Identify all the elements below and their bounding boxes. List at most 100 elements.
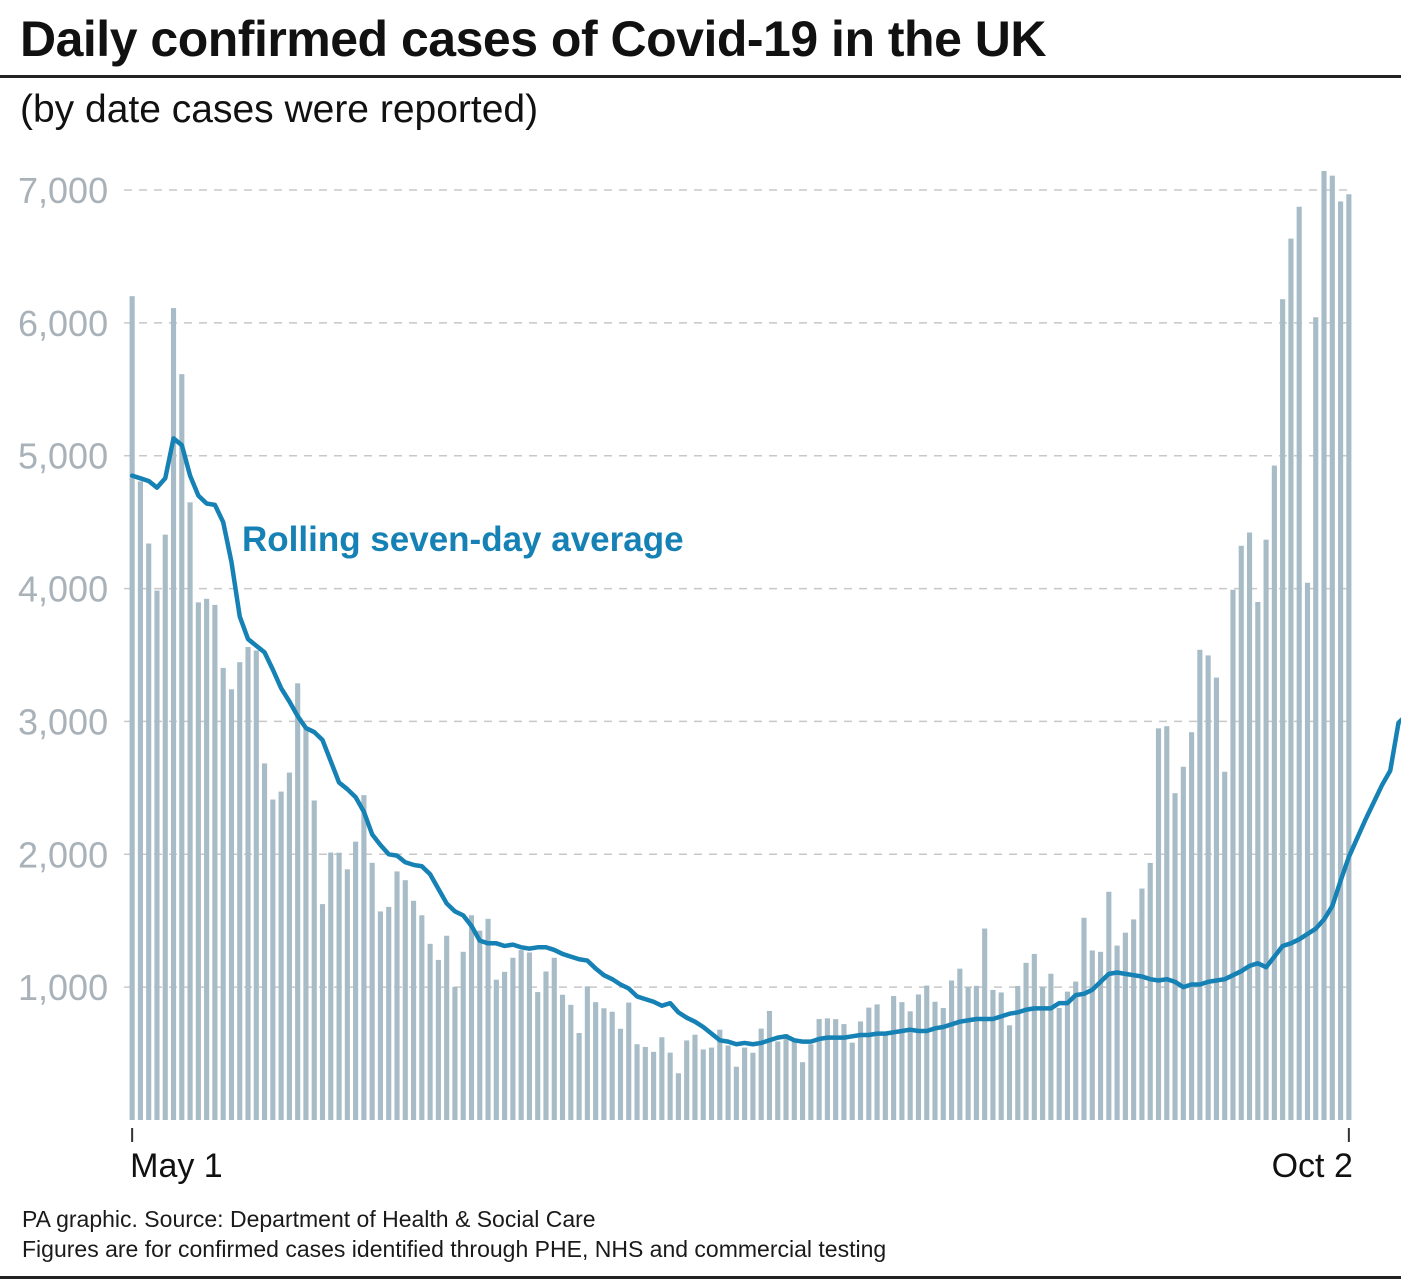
bar [766,1010,773,1120]
bar [708,1047,715,1120]
y-tick-label: 3,000 [18,701,108,742]
bar [940,1008,946,1120]
footer-divider [0,1276,1401,1279]
bar [452,986,458,1120]
bar [1197,649,1203,1120]
bar [444,935,450,1120]
bar [1122,932,1128,1120]
bar [1189,732,1195,1120]
bar [957,968,963,1120]
bar [990,989,996,1120]
bar [493,979,499,1120]
bar [526,952,532,1120]
bar [808,1044,814,1120]
bar [551,957,557,1120]
bar [824,1018,830,1120]
bar [642,1046,648,1120]
bar [866,1007,872,1120]
bar [1097,951,1104,1120]
bar [328,852,334,1120]
bar [1139,888,1145,1120]
bar [270,799,276,1120]
bar [303,726,309,1120]
bar [626,1002,632,1120]
chart-subtitle: (by date cases were reported) [20,88,539,131]
bar [899,1002,905,1120]
footer-note: Figures are for confirmed cases identifi… [22,1236,887,1262]
bar [1015,985,1021,1120]
bar [700,1049,706,1120]
bar [402,880,408,1120]
bar [386,906,392,1120]
bar [559,994,566,1120]
bar [220,667,226,1120]
bar [179,374,185,1120]
bar [1222,771,1228,1120]
bar [1205,655,1211,1120]
bar [584,986,590,1120]
bar [783,1034,789,1120]
bar [1089,950,1095,1120]
bar [1048,973,1054,1120]
bar [146,543,152,1120]
bar [518,950,524,1120]
bar [932,1001,938,1120]
bar [187,502,193,1121]
bar [1023,962,1029,1120]
chart-canvas: 1,000 2,000 3,000 4,000 5,000 6,000 7,000 May 1… [18,170,1401,1185]
x-tick-label-start: May 1 [130,1147,223,1185]
bar [543,971,549,1120]
bar [1114,945,1120,1120]
bar [253,650,259,1120]
bar [800,1062,806,1120]
bar [510,957,516,1120]
bar [891,996,897,1120]
bar [1304,582,1311,1120]
bar [204,598,210,1120]
bar [1180,766,1186,1120]
bar [659,1037,665,1120]
bar [278,791,284,1120]
bar-layer [129,171,1352,1121]
bar [1106,891,1112,1120]
bar [725,1045,731,1120]
bar [1147,862,1153,1120]
bar [733,1066,739,1120]
bar [129,296,135,1120]
bar [634,1044,640,1120]
bar [195,602,201,1120]
bar [502,971,508,1120]
bar [1155,728,1162,1120]
bar [468,915,475,1120]
bar [742,1047,748,1120]
bar [874,1004,880,1120]
bar [1321,171,1327,1120]
bar [857,1021,864,1120]
rolling-average-line [129,436,1401,1047]
bar [816,1019,822,1120]
y-tick-label: 2,000 [18,834,108,875]
bar [1081,917,1087,1120]
y-tick-label: 5,000 [18,436,108,477]
bar [1288,238,1294,1120]
bar [717,1029,723,1120]
bar [1346,194,1352,1120]
bar [535,992,541,1120]
bar [1040,986,1046,1120]
bar [849,1042,855,1120]
y-tick-label: 7,000 [18,170,108,211]
bar [973,985,979,1120]
bar [609,1011,615,1120]
bar [1271,465,1277,1120]
bar [1296,206,1302,1121]
line-layer [129,436,1401,1047]
bar [353,841,359,1120]
bar [1064,991,1071,1120]
chart-title: Daily confirmed cases of Covid-19 in the… [20,11,1047,67]
bar [369,862,375,1120]
bar [617,1028,624,1120]
bar [295,683,301,1120]
bar [949,980,955,1120]
bar [154,590,160,1120]
bar [435,959,441,1120]
